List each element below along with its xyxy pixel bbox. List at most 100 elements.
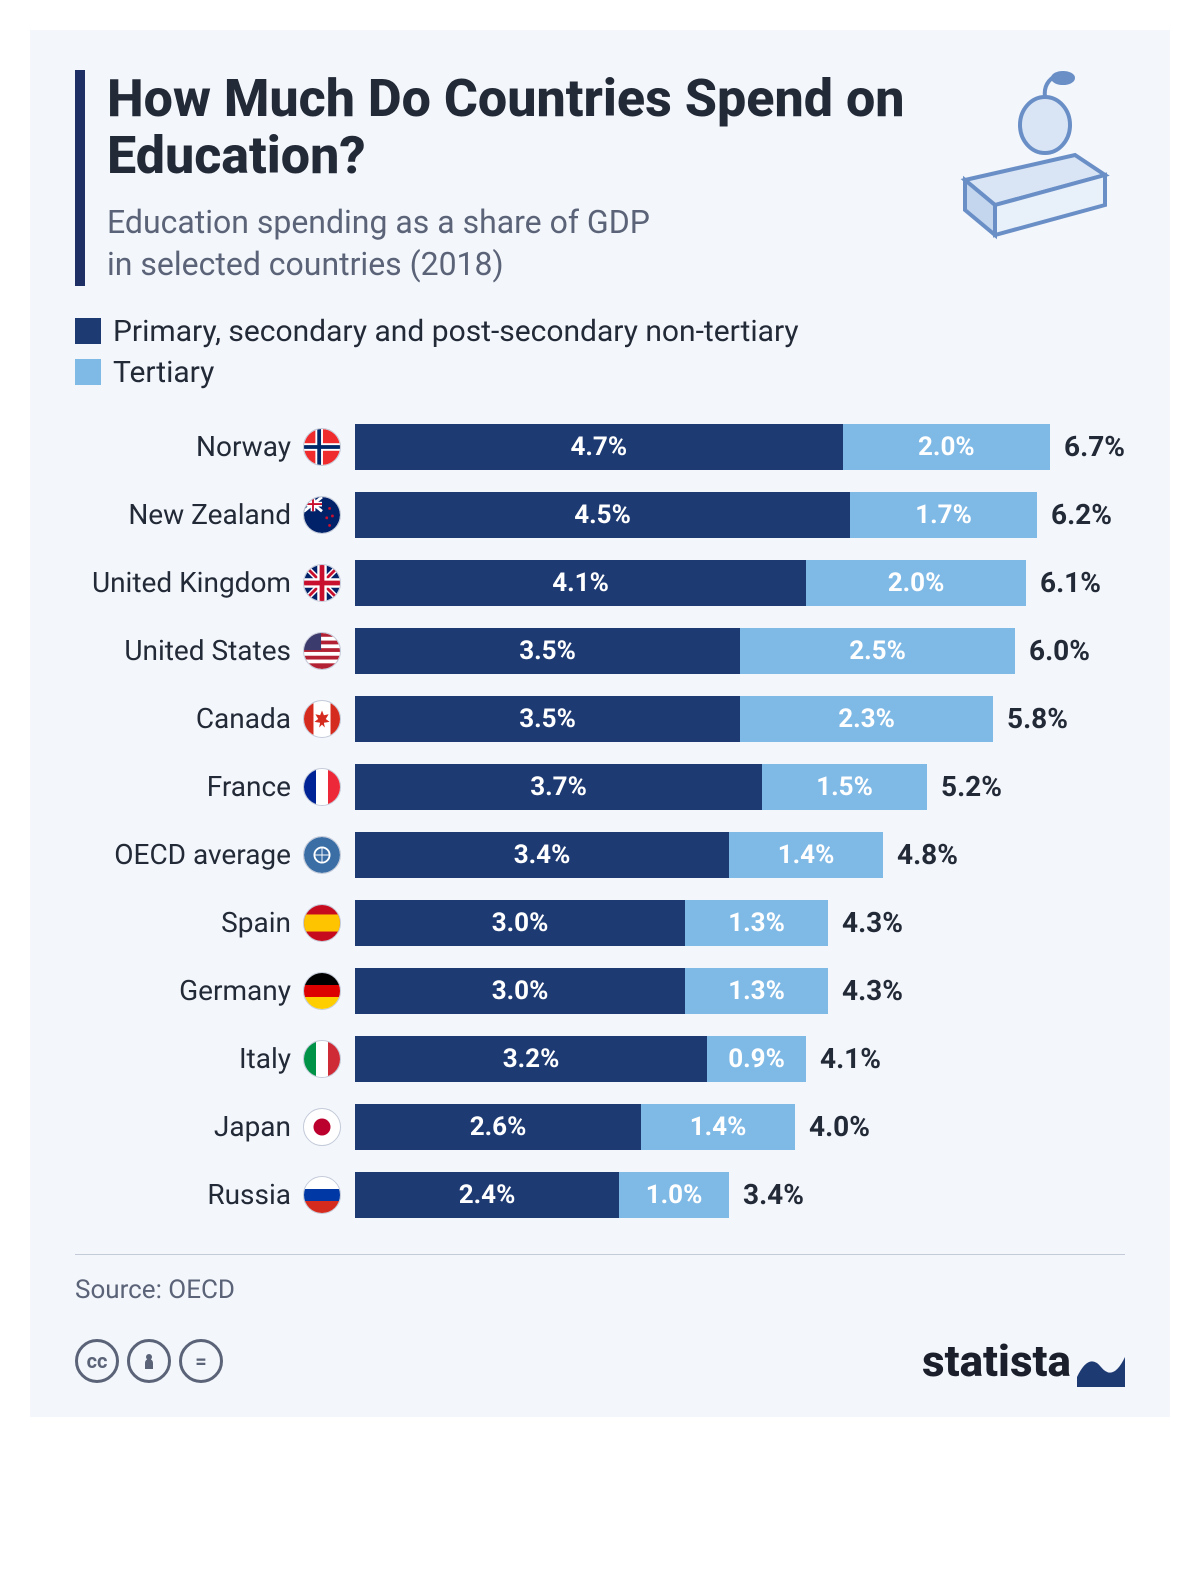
bar-track: 2.4%1.0% 3.4% [355,1172,1125,1218]
country-label: Russia [75,1176,355,1214]
brand-text: statista [922,1335,1071,1387]
country-name: Norway [196,430,291,463]
total-value: 6.1% [1040,566,1101,599]
total-value: 6.0% [1029,634,1090,667]
bar-track: 4.7%2.0%6.7% [355,424,1125,470]
chart-row: Norway4.7%2.0%6.7% [75,418,1125,476]
total-value: 4.0% [809,1110,870,1143]
footer: cc = statista [75,1335,1125,1387]
legend-label: Tertiary [113,355,214,390]
cc-license-row: cc = [75,1339,223,1383]
country-label: New Zealand [75,496,355,534]
cc-badge-by [127,1339,171,1383]
country-name: Spain [221,906,291,939]
country-name: Canada [196,702,291,735]
country-label: Japan [75,1108,355,1146]
total-value: 4.8% [897,838,958,871]
bar-tertiary: 1.3% [685,900,828,946]
flag-icon [303,768,341,806]
total-value: 3.4% [743,1178,804,1211]
chart-row: Italy 3.2%0.9% 4.1% [75,1030,1125,1088]
brand-wave-icon [1077,1347,1125,1387]
flag-icon [303,972,341,1010]
bar-tertiary: 2.3% [740,696,993,742]
country-name: New Zealand [128,498,291,531]
flag-icon [303,1108,341,1146]
country-label: OECD average [75,836,355,874]
bar-tertiary: 2.0% [806,560,1026,606]
bar-primary: 3.4% [355,832,729,878]
legend-item: Primary, secondary and post-secondary no… [75,314,1125,349]
chart-row: Japan 2.6%1.4% 4.0% [75,1098,1125,1156]
bar-track: 4.1%2.0% 6.1% [355,560,1125,606]
total-value: 5.8% [1007,702,1068,735]
flag-icon [303,1176,341,1214]
bar-primary: 2.6% [355,1104,641,1150]
bar-track: 3.7%1.5%5.2% [355,764,1125,810]
country-name: United Kingdom [92,566,291,599]
bar-chart: Norway4.7%2.0%6.7%New Zealand4.5%1.7%6.2… [75,418,1125,1255]
bar-track: 3.5%2.3% 5.8% [355,696,1125,742]
chart-row: Russia2.4%1.0% 3.4% [75,1166,1125,1224]
country-label: Germany [75,972,355,1010]
bar-primary: 3.0% [355,900,685,946]
header: How Much Do Countries Spend on Education… [75,70,1125,286]
bar-tertiary: 1.4% [641,1104,795,1150]
total-value: 4.3% [842,906,903,939]
flag-icon [303,904,341,942]
bar-tertiary: 2.5% [740,628,1015,674]
bar-track: 4.5%1.7% 6.2% [355,492,1125,538]
legend-item: Tertiary [75,355,1125,390]
chart-row: Spain 3.0%1.3% 4.3% [75,894,1125,952]
bar-tertiary: 2.0% [843,424,1050,470]
chart-row: United States3.5%2.5%6.0% [75,622,1125,680]
bar-primary: 4.1% [355,560,806,606]
source-text: Source: OECD [75,1275,1125,1305]
flag-icon [303,836,341,874]
bar-primary: 3.2% [355,1036,707,1082]
bar-track: 3.2%0.9% 4.1% [355,1036,1125,1082]
bar-tertiary: 1.4% [729,832,883,878]
total-value: 4.1% [820,1042,881,1075]
chart-row: United Kingdom 4.1%2.0% 6.1% [75,554,1125,612]
bar-tertiary: 1.3% [685,968,828,1014]
bar-track: 3.0%1.3% 4.3% [355,968,1125,1014]
statista-logo: statista [922,1335,1125,1387]
flag-icon [303,496,341,534]
country-label: Spain [75,904,355,942]
infographic-card: How Much Do Countries Spend on Education… [30,30,1170,1417]
chart-row: Canada 3.5%2.3% 5.8% [75,690,1125,748]
bar-tertiary: 0.9% [707,1036,806,1082]
country-name: United States [124,634,291,667]
country-name: Italy [239,1042,291,1075]
cc-badge-nd: = [179,1339,223,1383]
cc-badge-cc: cc [75,1339,119,1383]
bar-primary: 4.5% [355,492,850,538]
chart-row: France 3.7%1.5%5.2% [75,758,1125,816]
flag-icon [303,632,341,670]
legend-swatch [75,359,101,385]
bar-tertiary: 1.0% [619,1172,729,1218]
bar-tertiary: 1.7% [850,492,1037,538]
chart-title: How Much Do Countries Spend on Education… [107,70,925,184]
country-label: Italy [75,1040,355,1078]
total-value: 6.2% [1051,498,1112,531]
chart-subtitle: Education spending as a share of GDP in … [107,202,925,285]
country-label: Norway [75,428,355,466]
bar-track: 3.0%1.3% 4.3% [355,900,1125,946]
country-name: France [207,770,291,803]
bar-primary: 3.7% [355,764,762,810]
chart-row: Germany3.0%1.3% 4.3% [75,962,1125,1020]
total-value: 6.7% [1064,430,1125,463]
apple-book-icon [945,70,1125,250]
total-value: 4.3% [842,974,903,1007]
bar-primary: 3.0% [355,968,685,1014]
bar-primary: 2.4% [355,1172,619,1218]
chart-row: OECD average3.4%1.4% 4.8% [75,826,1125,884]
flag-icon [303,1040,341,1078]
bar-primary: 3.5% [355,696,740,742]
country-name: Japan [214,1110,291,1143]
total-value: 5.2% [941,770,1002,803]
bar-track: 3.4%1.4% 4.8% [355,832,1125,878]
flag-icon [303,700,341,738]
